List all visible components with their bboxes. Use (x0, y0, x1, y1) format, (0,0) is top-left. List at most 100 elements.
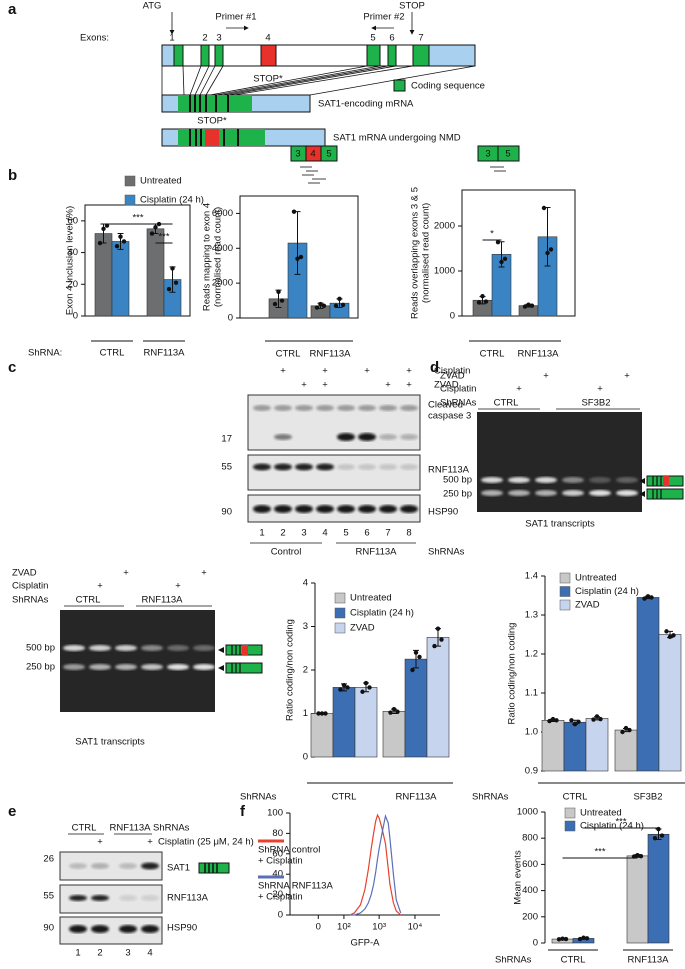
x-axis-label: ShRNAs (240, 792, 277, 803)
text-line: (normalised read count) (212, 207, 223, 307)
gel-band (167, 645, 189, 651)
replicate-point (652, 836, 658, 841)
group-title: ShRNAs (12, 595, 49, 606)
x-tick-label: CTRL (276, 349, 301, 360)
bar (111, 241, 130, 317)
y-tick-label: 0 (450, 311, 455, 322)
panel-letter: f (240, 803, 246, 820)
replicate-point (620, 729, 625, 735)
x-tick-label: RNF113A (309, 349, 351, 360)
text-line: Reads overlapping exons 3 & 5 (409, 187, 420, 319)
x-tick-label: 0 (316, 922, 321, 933)
schema-number: 5 (505, 149, 510, 160)
histogram-line (349, 813, 402, 916)
replicate-point (291, 209, 297, 214)
replicate-point (298, 254, 304, 260)
y-tick-label: 1.1 (525, 688, 538, 699)
treatment-mark: + (123, 568, 129, 579)
text-line: Cleaved (428, 399, 463, 410)
exon-4 (260, 44, 277, 67)
replicate-point (483, 299, 489, 304)
replicate-point (323, 711, 328, 716)
band (295, 405, 313, 411)
band (274, 405, 292, 411)
band (400, 434, 418, 440)
plot-frame (461, 189, 576, 317)
band (358, 433, 376, 441)
y-tick-label: 80 (272, 828, 283, 839)
gel (477, 412, 642, 512)
band-label: SAT1 (167, 863, 190, 874)
y-tick-label: 1.3 (525, 610, 538, 621)
bar (585, 718, 609, 772)
exon (366, 44, 381, 67)
legend-label: Cisplatin (24 h) (575, 586, 639, 597)
row-label: ZVAD (434, 380, 459, 391)
y-tick-label: 800 (522, 833, 538, 844)
row-label: Cisplatin (25 μM, 24 h) (158, 837, 254, 848)
replicate-point (97, 240, 103, 246)
lane-number: 7 (385, 528, 390, 539)
bar (541, 719, 565, 772)
x-tick-label: CTRL (100, 348, 125, 359)
exon-number: 6 (389, 33, 394, 44)
replicate-point (316, 711, 321, 716)
replicate-point (642, 596, 647, 601)
y-tick-label: 6000 (212, 208, 233, 219)
treatment-mark: + (406, 366, 412, 377)
legend-swatch (564, 820, 576, 832)
y-tick-label: 0 (73, 311, 78, 322)
blot (247, 394, 421, 451)
treatment-mark: + (147, 837, 153, 848)
replicate-point (656, 826, 661, 832)
bp-label: 500 bp (443, 475, 472, 486)
panel-letter: c (8, 359, 16, 376)
significance-label: *** (158, 232, 169, 243)
y-tick-label: 100 (267, 808, 283, 819)
gel-caption: SAT1 transcripts (525, 519, 595, 530)
x-tick-label: 10³ (372, 922, 386, 933)
y-tick-label: 1.4 (525, 571, 538, 582)
replicate-point (529, 303, 535, 308)
group-label: CTRL (494, 398, 519, 409)
band (316, 463, 334, 471)
mw-label: 55 (221, 462, 232, 473)
band (337, 505, 355, 513)
replicate-point (153, 225, 158, 230)
bp-label: 250 bp (443, 489, 472, 500)
bar (563, 721, 587, 772)
band (119, 863, 137, 869)
arrowhead (639, 491, 645, 497)
exon (173, 44, 184, 67)
y-tick-label: 0 (278, 910, 283, 921)
x-axis-label: ShRNAs (472, 792, 509, 803)
legend-label: Untreated (350, 593, 392, 604)
bar (310, 713, 334, 758)
y-tick-label: 2000 (212, 278, 233, 289)
schema-number: 4 (310, 149, 315, 160)
x-tick-label: CTRL (561, 955, 586, 966)
transcript-icon (646, 488, 684, 500)
x-tick-label: 10² (337, 922, 351, 933)
y-axis-label: Exon 4 Inclusion level (%) (65, 206, 76, 315)
treatment-mark: + (175, 581, 181, 592)
exon-number: 4 (265, 33, 270, 44)
lane-number: 3 (301, 528, 306, 539)
mw-label: 26 (43, 854, 54, 865)
treatment-mark: + (597, 384, 603, 395)
replicate-point (333, 303, 339, 308)
schema-number: 3 (295, 149, 300, 160)
text-line: ShRNA control (258, 844, 320, 855)
replicate-point (581, 935, 586, 940)
treatment-mark: + (406, 380, 412, 391)
replicate-point (547, 718, 552, 724)
replicate-point (591, 717, 596, 722)
bar (94, 233, 113, 317)
gel-band (562, 490, 584, 496)
legend-label: ShRNA control + Cisplatin (258, 844, 320, 866)
band (379, 434, 397, 440)
replicate-point (577, 936, 583, 942)
replicate-point (295, 256, 300, 261)
primer1-label: Primer #1 (215, 12, 256, 23)
nmd-mrna (161, 128, 326, 147)
